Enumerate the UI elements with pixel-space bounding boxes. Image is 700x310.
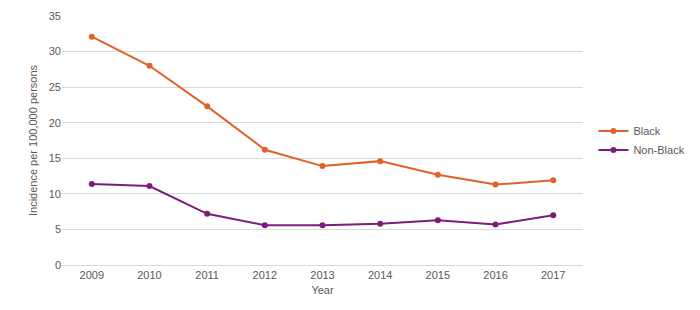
svg-text:Non-Black: Non-Black — [633, 144, 684, 156]
svg-text:2013: 2013 — [310, 269, 334, 281]
svg-text:5: 5 — [55, 223, 61, 235]
svg-text:2017: 2017 — [541, 269, 565, 281]
svg-text:2011: 2011 — [195, 269, 219, 281]
svg-text:2010: 2010 — [137, 269, 161, 281]
svg-text:Incidence per 100,000 persons: Incidence per 100,000 persons — [27, 64, 39, 216]
svg-text:2015: 2015 — [426, 269, 450, 281]
svg-text:15: 15 — [49, 152, 61, 164]
svg-text:25: 25 — [49, 81, 61, 93]
svg-text:Black: Black — [633, 125, 660, 137]
svg-text:0: 0 — [55, 259, 61, 271]
svg-text:2016: 2016 — [483, 269, 507, 281]
svg-text:2014: 2014 — [368, 269, 392, 281]
svg-text:10: 10 — [49, 188, 61, 200]
svg-text:35: 35 — [49, 10, 61, 22]
svg-text:30: 30 — [49, 45, 61, 57]
svg-text:2012: 2012 — [253, 269, 277, 281]
svg-text:20: 20 — [49, 117, 61, 129]
svg-text:2009: 2009 — [80, 269, 104, 281]
svg-text:Year: Year — [311, 284, 334, 296]
